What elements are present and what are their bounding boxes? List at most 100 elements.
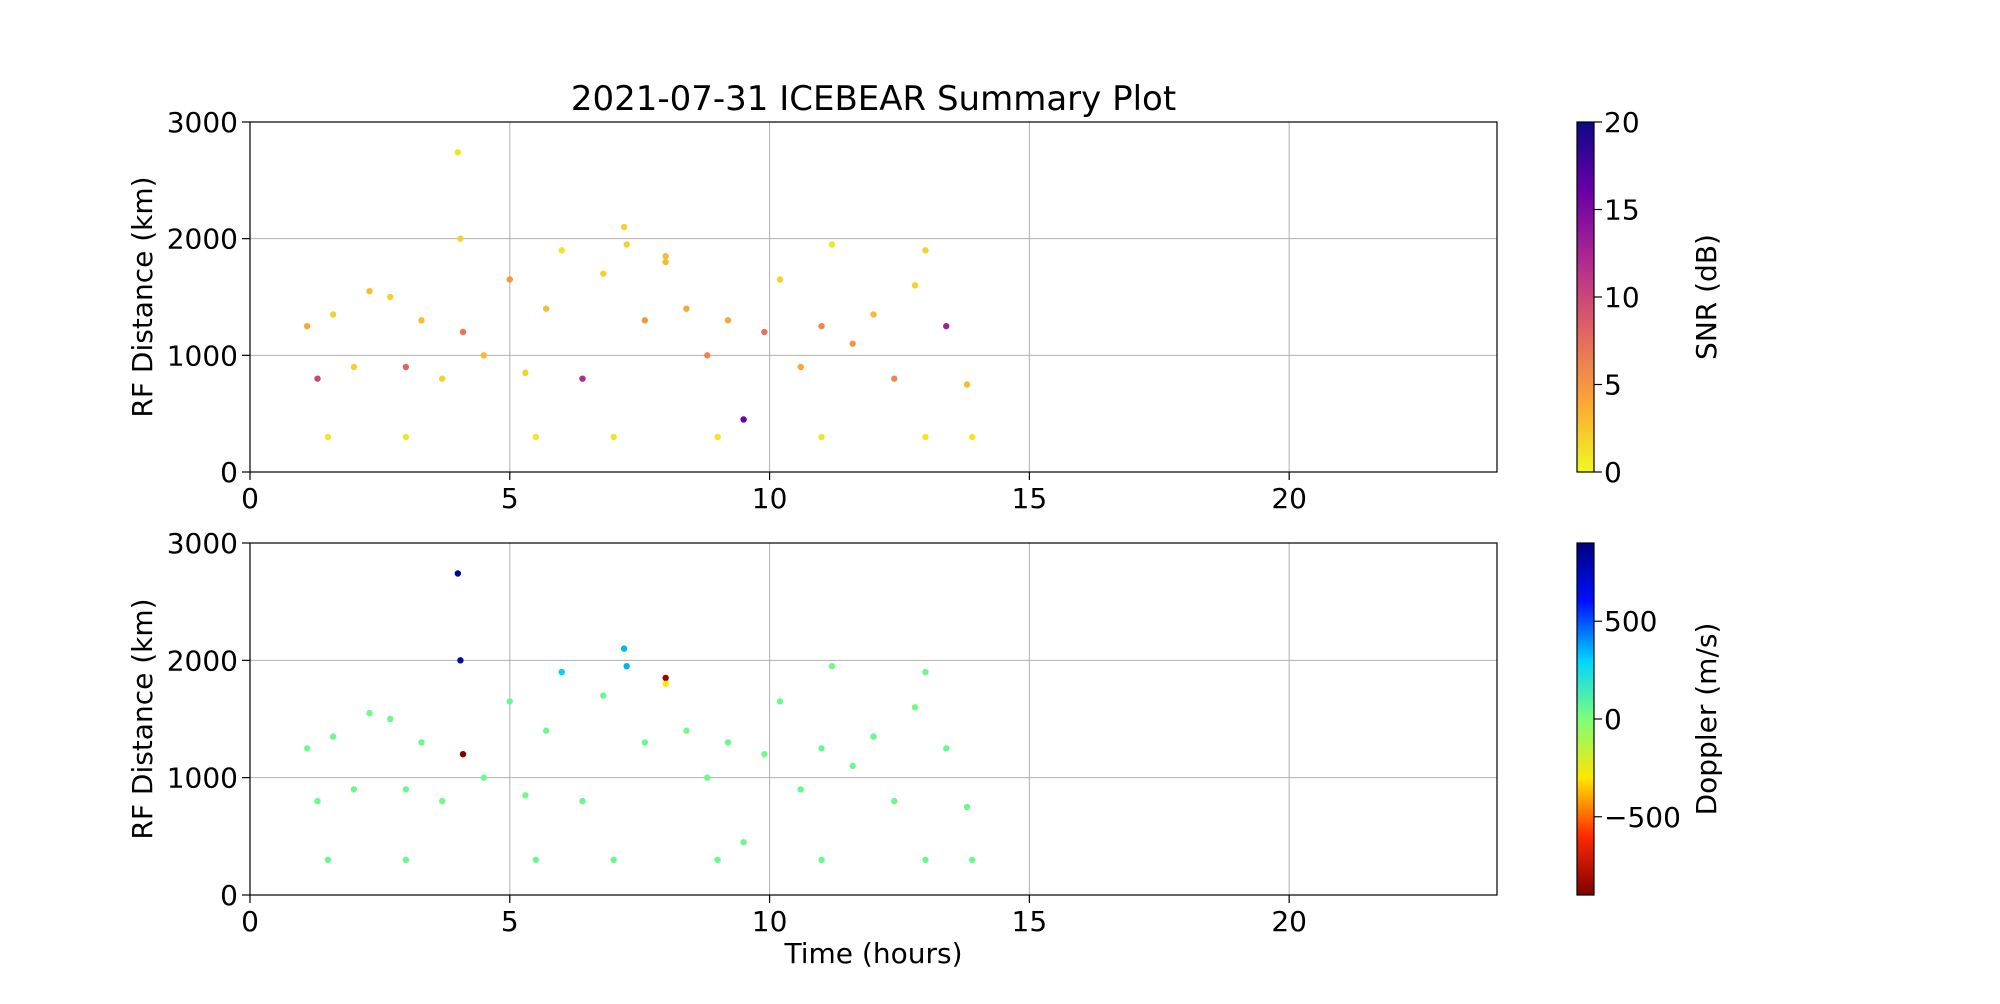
data-point: [662, 252, 669, 260]
data-point: [532, 433, 539, 441]
data-point: [714, 856, 721, 863]
y-tick-label: 2000: [167, 644, 238, 677]
data-point: [662, 680, 669, 687]
data-point: [610, 433, 617, 441]
data-point: [662, 258, 669, 266]
colorbar-tick-label: 0: [1604, 456, 1622, 489]
data-point: [579, 797, 586, 805]
data-point: [969, 433, 976, 441]
x-axis-label: Time (hours): [784, 937, 963, 970]
data-point: [963, 381, 971, 388]
y-tick-label: 3000: [167, 106, 238, 139]
data-point: [402, 786, 410, 793]
data-point: [911, 282, 919, 289]
data-point: [818, 433, 825, 441]
y-tick-label: 1000: [167, 762, 238, 795]
data-point: [558, 247, 565, 254]
y-tick-label: 2000: [167, 223, 238, 256]
data-point: [943, 745, 950, 752]
data-point: [828, 663, 836, 670]
data-point: [457, 235, 464, 242]
x-tick-label: 10: [752, 482, 788, 515]
data-point: [740, 839, 747, 846]
colorbar-tick-label: 0: [1604, 703, 1622, 736]
colorbar-tick-label: 20: [1604, 106, 1640, 139]
data-point: [459, 751, 467, 758]
data-point: [849, 762, 856, 770]
data-point: [610, 856, 617, 863]
data-point: [480, 774, 488, 781]
data-point: [418, 317, 425, 324]
data-point: [402, 856, 410, 863]
data-point: [480, 352, 488, 359]
data-point: [600, 270, 607, 277]
data-point: [797, 786, 804, 793]
data-point: [329, 311, 337, 318]
data-point: [761, 328, 768, 336]
colorbar-tick-label: 5: [1604, 369, 1622, 402]
data-point: [704, 774, 711, 781]
colorbar-tick-label: 15: [1604, 194, 1640, 227]
x-tick-label: 10: [752, 905, 788, 938]
y-tick-label: 1000: [167, 339, 238, 372]
data-point: [922, 856, 929, 863]
data-point: [818, 745, 825, 752]
data-point: [911, 704, 919, 711]
x-tick-label: 5: [501, 482, 519, 515]
x-tick-label: 0: [241, 905, 259, 938]
colorbar-tick-label: 10: [1604, 281, 1640, 314]
data-point: [402, 363, 410, 371]
data-point: [366, 287, 373, 295]
data-point: [623, 241, 630, 248]
y-axis-label: RF Distance (km): [126, 176, 159, 417]
x-tick-label: 20: [1271, 482, 1307, 515]
data-point: [891, 797, 898, 805]
plot-frame: [249, 542, 1498, 896]
data-point: [641, 317, 649, 324]
data-point: [366, 709, 373, 717]
data-point: [303, 745, 311, 752]
data-point: [704, 352, 711, 359]
data-point: [818, 322, 825, 330]
data-point: [828, 241, 836, 248]
data-point: [558, 668, 565, 676]
data-point: [683, 305, 690, 312]
colorbar-tick-label: −500: [1604, 801, 1681, 834]
x-tick-label: 15: [1012, 482, 1048, 515]
data-point: [641, 739, 649, 746]
data-point: [849, 340, 856, 347]
data-point: [740, 416, 747, 423]
x-tick-label: 0: [241, 482, 259, 515]
data-point: [532, 856, 539, 863]
colorbar-label: Doppler (m/s): [1690, 623, 1723, 816]
data-point: [522, 369, 529, 377]
data-point: [943, 322, 950, 330]
y-tick-label: 0: [220, 879, 238, 912]
data-point: [776, 698, 784, 705]
data-point: [818, 856, 825, 863]
data-point: [870, 311, 877, 318]
data-point: [439, 375, 446, 382]
data-point: [303, 322, 311, 330]
x-tick-label: 5: [501, 905, 519, 938]
data-point: [350, 363, 358, 371]
data-point: [506, 698, 513, 705]
y-tick-label: 3000: [167, 527, 238, 560]
data-point: [724, 739, 732, 746]
colorbar: [1576, 542, 1595, 896]
colorbar-label: SNR (dB): [1690, 234, 1723, 360]
data-point: [761, 751, 768, 758]
data-point: [324, 433, 332, 441]
data-point: [454, 570, 462, 577]
data-point: [329, 733, 337, 740]
colorbar: [1576, 121, 1595, 473]
data-point: [922, 433, 929, 441]
data-point: [600, 692, 607, 699]
y-axis-label: RF Distance (km): [126, 598, 159, 839]
data-point: [350, 786, 358, 793]
data-point: [542, 305, 550, 312]
data-point: [387, 293, 394, 301]
data-point: [402, 433, 410, 441]
chart-title: 2021-07-31 ICEBEAR Summary Plot: [571, 79, 1176, 119]
